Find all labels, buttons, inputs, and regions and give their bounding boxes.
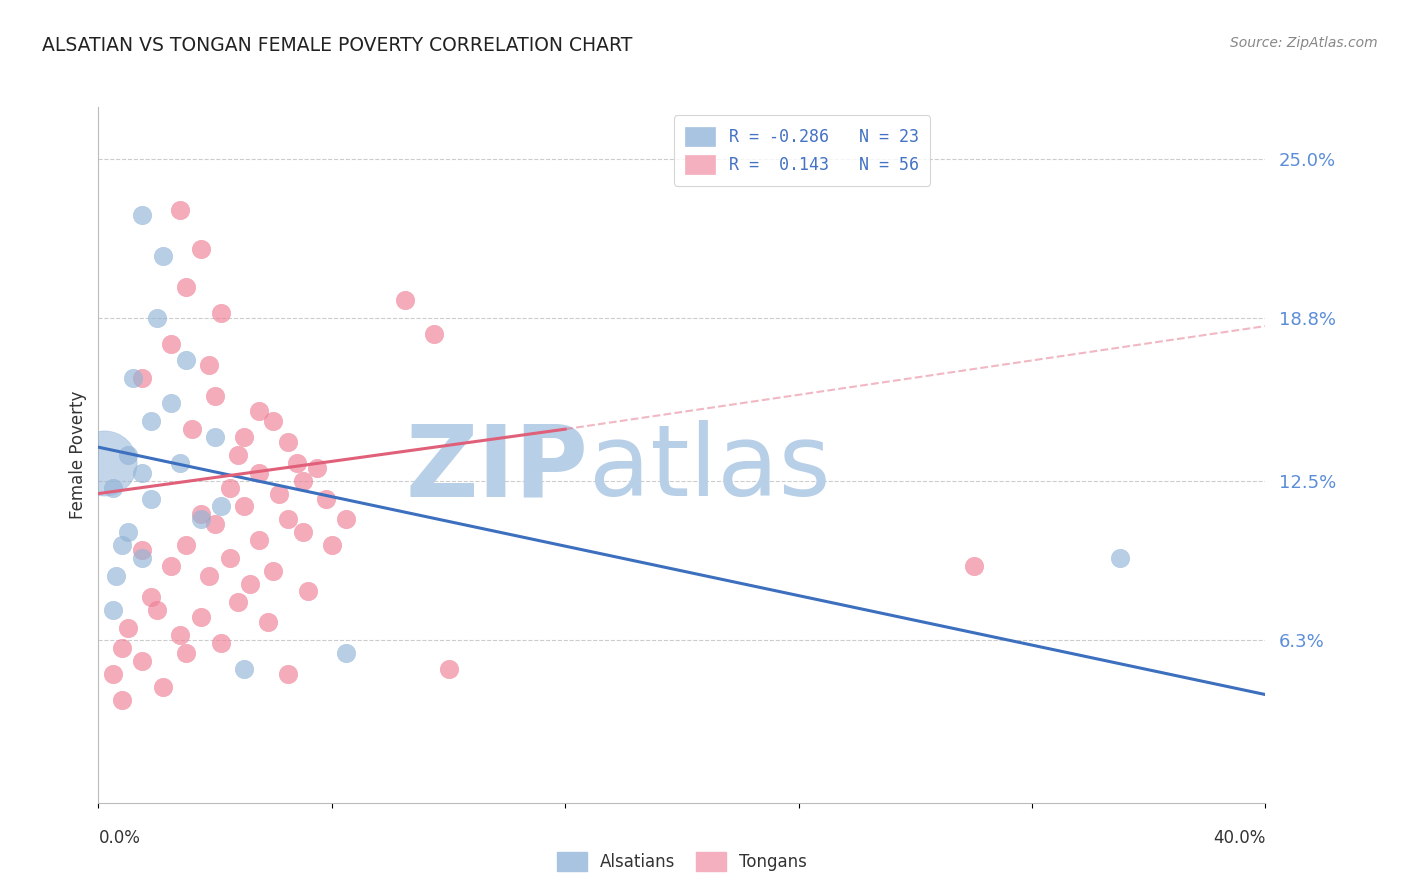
Point [174, 646, 197, 660]
Point [169, 203, 191, 218]
Point [117, 621, 139, 635]
Point [228, 595, 250, 609]
Point [394, 293, 416, 308]
Point [307, 460, 329, 475]
Point [256, 615, 278, 630]
Point [218, 482, 240, 496]
Point [209, 306, 232, 320]
Point [160, 337, 183, 351]
Point [174, 538, 197, 552]
Point [169, 456, 191, 470]
Point [233, 662, 256, 676]
Text: atlas: atlas [589, 420, 830, 517]
Legend: Alsatians, Tongans: Alsatians, Tongans [550, 846, 814, 878]
Point [152, 680, 174, 694]
Point [190, 507, 212, 521]
Point [204, 517, 226, 532]
Point [277, 435, 299, 450]
Point [204, 389, 226, 403]
Text: 40.0%: 40.0% [1213, 830, 1265, 847]
Point [437, 662, 460, 676]
Point [247, 404, 270, 418]
Point [160, 558, 183, 573]
Point [209, 636, 232, 650]
Point [233, 430, 256, 444]
Point [190, 610, 212, 624]
Point [262, 414, 284, 428]
Point [131, 551, 153, 566]
Point [1108, 551, 1130, 566]
Point [93, 456, 115, 470]
Point [262, 564, 284, 578]
Point [277, 512, 299, 526]
Text: ZIP: ZIP [406, 420, 589, 517]
Text: ALSATIAN VS TONGAN FEMALE POVERTY CORRELATION CHART: ALSATIAN VS TONGAN FEMALE POVERTY CORREL… [42, 36, 633, 54]
Point [131, 543, 153, 558]
Point [335, 512, 357, 526]
Point [291, 474, 314, 488]
Point [962, 558, 984, 573]
Point [335, 646, 357, 660]
Point [247, 533, 270, 547]
Point [291, 525, 314, 540]
Point [131, 208, 153, 222]
Point [204, 430, 226, 444]
Point [111, 538, 134, 552]
Point [209, 500, 232, 514]
Point [146, 311, 169, 326]
Text: 0.0%: 0.0% [98, 830, 141, 847]
Point [139, 414, 162, 428]
Point [228, 448, 250, 462]
Point [198, 358, 221, 372]
Point [233, 500, 256, 514]
Point [122, 370, 145, 384]
Point [190, 242, 212, 256]
Point [160, 396, 183, 410]
Point [131, 654, 153, 668]
Point [315, 491, 337, 506]
Point [423, 326, 446, 341]
Point [139, 590, 162, 604]
Point [277, 667, 299, 681]
Point [169, 628, 191, 642]
Point [104, 569, 127, 583]
Point [101, 602, 124, 616]
Point [101, 667, 124, 681]
Point [269, 486, 291, 500]
Y-axis label: Female Poverty: Female Poverty [69, 391, 87, 519]
Point [174, 280, 197, 294]
Point [139, 491, 162, 506]
Point [131, 370, 153, 384]
Point [131, 466, 153, 480]
Point [117, 448, 139, 462]
Point [146, 602, 169, 616]
Point [198, 569, 221, 583]
Point [285, 456, 308, 470]
Point [190, 512, 212, 526]
Point [111, 641, 134, 656]
Text: Source: ZipAtlas.com: Source: ZipAtlas.com [1230, 36, 1378, 50]
Point [152, 250, 174, 264]
Point [117, 525, 139, 540]
Point [101, 482, 124, 496]
Point [111, 692, 134, 706]
Point [239, 576, 262, 591]
Point [321, 538, 343, 552]
Point [218, 551, 240, 566]
Point [247, 466, 270, 480]
Point [174, 352, 197, 367]
Point [180, 422, 202, 436]
Point [297, 584, 319, 599]
